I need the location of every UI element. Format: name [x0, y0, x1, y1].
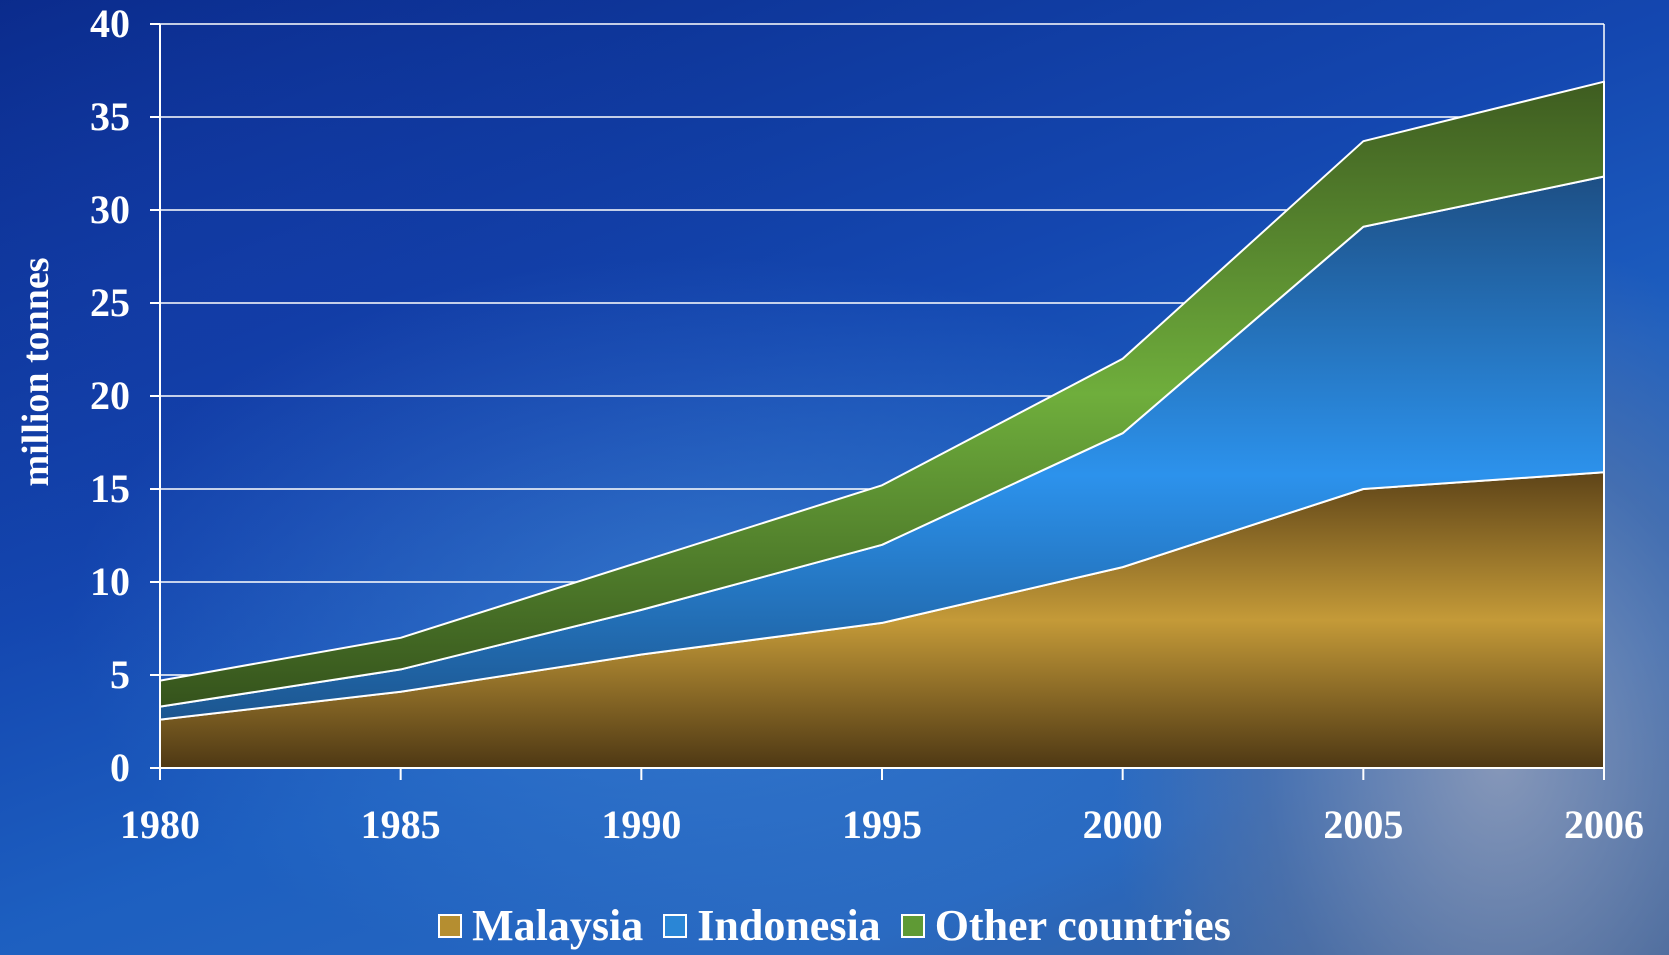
axes [150, 23, 1605, 780]
x-tick-label-2005: 2005 [1323, 802, 1403, 847]
y-tick-label-30: 30 [90, 187, 130, 232]
stacked-area-chart: 0 5 10 15 20 25 30 35 40 1980 1985 1990 1995 2000 200… [15, 1, 1644, 847]
x-tick-label-1990: 1990 [601, 802, 681, 847]
legend-item-malaysia: Malaysia [438, 904, 643, 948]
legend-swatch-other-countries [900, 914, 925, 938]
x-tick-label-1995: 1995 [842, 802, 922, 847]
y-tick-label-20: 20 [90, 373, 130, 418]
x-tick-labels: 1980 1985 1990 1995 2000 2005 2006 [120, 802, 1644, 847]
y-tick-labels: 0 5 10 15 20 25 30 35 40 [90, 1, 130, 790]
x-tick-label-2000: 2000 [1083, 802, 1163, 847]
y-tick-label-40: 40 [90, 1, 130, 46]
legend-item-other-countries: Other countries [900, 901, 1231, 950]
y-tick-label-35: 35 [90, 94, 130, 139]
legend-label-other-countries: Other countries [934, 901, 1231, 950]
y-tick-label-10: 10 [90, 559, 130, 604]
y-tick-label-25: 25 [90, 280, 130, 325]
x-tick-label-2006: 2006 [1564, 802, 1644, 847]
legend: Malaysia Indonesia Other countries [0, 898, 1669, 954]
legend-label-malaysia: Malaysia [472, 901, 644, 950]
area-series-group [159, 80, 1605, 769]
y-axis-label: million tonnes [15, 257, 57, 486]
legend-swatch-indonesia [663, 914, 688, 938]
y-tick-label-5: 5 [110, 652, 130, 697]
y-tick-label-0: 0 [110, 745, 130, 790]
legend-item-indonesia: Indonesia [663, 901, 881, 950]
legend-label-indonesia: Indonesia [697, 901, 881, 950]
y-tick-label-15: 15 [90, 466, 130, 511]
x-tick-label-1985: 1985 [361, 802, 441, 847]
x-tick-label-1980: 1980 [120, 802, 200, 847]
legend-swatch-malaysia [438, 914, 463, 938]
